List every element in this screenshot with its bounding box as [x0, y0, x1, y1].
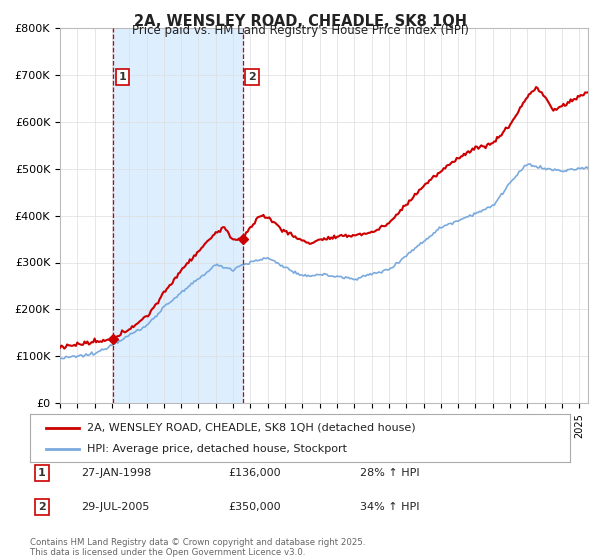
- Text: 29-JUL-2005: 29-JUL-2005: [81, 502, 149, 512]
- Text: 1: 1: [38, 468, 46, 478]
- Text: 1: 1: [118, 72, 126, 82]
- Text: £136,000: £136,000: [228, 468, 281, 478]
- Text: Price paid vs. HM Land Registry's House Price Index (HPI): Price paid vs. HM Land Registry's House …: [131, 24, 469, 37]
- Bar: [113, 28, 243, 403]
- Text: HPI: Average price, detached house, Stockport: HPI: Average price, detached house, Stoc…: [86, 444, 347, 454]
- Text: 2: 2: [248, 72, 256, 82]
- Text: 34% ↑ HPI: 34% ↑ HPI: [360, 502, 419, 512]
- Text: 28% ↑ HPI: 28% ↑ HPI: [360, 468, 419, 478]
- Text: 27-JAN-1998: 27-JAN-1998: [81, 468, 151, 478]
- Text: 2A, WENSLEY ROAD, CHEADLE, SK8 1QH: 2A, WENSLEY ROAD, CHEADLE, SK8 1QH: [133, 14, 467, 29]
- Text: Contains HM Land Registry data © Crown copyright and database right 2025.
This d: Contains HM Land Registry data © Crown c…: [30, 538, 365, 557]
- Text: 2: 2: [38, 502, 46, 512]
- Text: 2A, WENSLEY ROAD, CHEADLE, SK8 1QH (detached house): 2A, WENSLEY ROAD, CHEADLE, SK8 1QH (deta…: [86, 423, 415, 433]
- Text: £350,000: £350,000: [228, 502, 281, 512]
